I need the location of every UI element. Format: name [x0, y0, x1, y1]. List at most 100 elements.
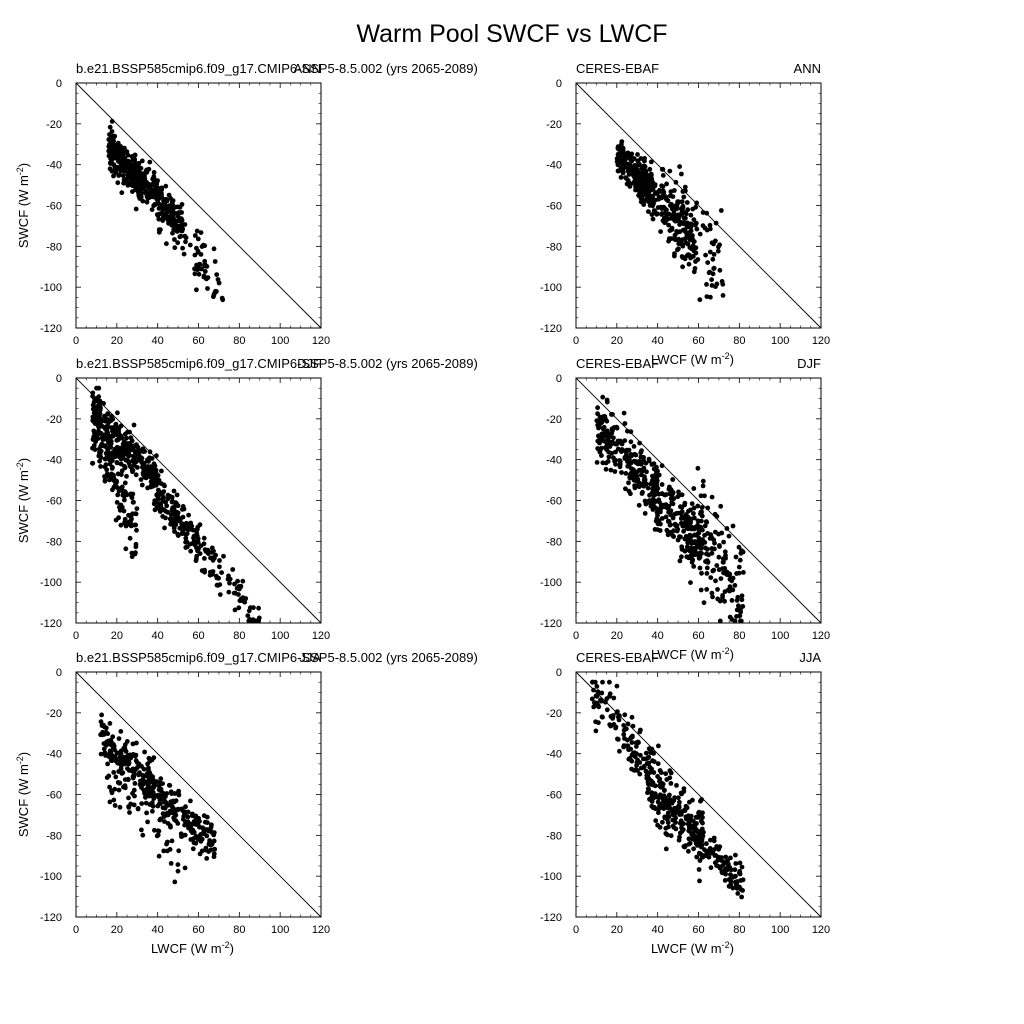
scatter-point [614, 156, 620, 162]
scatter-point [697, 297, 703, 303]
scatter-point [151, 170, 157, 175]
scatter-point [617, 459, 623, 464]
scatter-point [107, 457, 112, 463]
scatter-point [156, 828, 162, 834]
scatter-point [629, 453, 634, 459]
scatter-point [98, 751, 104, 757]
scatter-point [138, 165, 144, 171]
scatter-point [705, 559, 711, 565]
scatter-point [696, 809, 702, 815]
scatter-point [728, 855, 733, 861]
scatter-point [220, 297, 226, 303]
scatter-point [116, 787, 122, 793]
scatter-point [184, 821, 190, 826]
scatter-point [151, 175, 157, 181]
scatter-point [735, 594, 741, 600]
scatter-point [655, 205, 661, 210]
scatter-point [689, 501, 695, 507]
scatter-point [651, 493, 657, 498]
scatter-point [599, 453, 604, 458]
scatter-point [634, 744, 639, 749]
x-tick-label: 20 [111, 924, 123, 936]
scatter-point [710, 256, 716, 262]
scatter-point [681, 194, 687, 200]
scatter-point [221, 553, 226, 559]
scatter-point [698, 509, 704, 515]
scatter-point [197, 851, 203, 857]
scatter-point [634, 760, 640, 766]
scatter-point [680, 523, 686, 529]
scatter-point [130, 511, 135, 517]
scatter-point [194, 287, 199, 293]
scatter-point [236, 605, 242, 611]
scatter-point [103, 451, 109, 456]
scatter-point [122, 516, 128, 522]
scatter-point [127, 535, 133, 541]
scatter-point [114, 485, 120, 490]
scatter-point [651, 479, 656, 485]
scatter-point [209, 830, 215, 835]
scatter-point [619, 470, 624, 475]
scatter-point [158, 227, 163, 233]
scatter-point [109, 134, 114, 139]
x-tick-label: 60 [192, 924, 204, 936]
scatter-point [720, 870, 725, 876]
reference-line [575, 671, 822, 918]
y-tick-label: -120 [40, 912, 62, 924]
scatter-point [635, 476, 641, 482]
scatter-point [122, 465, 128, 471]
scatter-point [157, 793, 163, 799]
scatter-point [126, 453, 131, 459]
scatter-point [691, 239, 697, 244]
scatter-point [150, 473, 156, 479]
scatter-point [107, 124, 113, 130]
scatter-point [135, 806, 141, 811]
scatter-point [91, 419, 97, 425]
scatter-point [603, 466, 609, 472]
scatter-point [124, 473, 129, 479]
x-tick-label: 60 [692, 630, 704, 642]
scatter-point [138, 195, 144, 200]
scatter-point [643, 768, 649, 774]
x-tick-label: 40 [652, 630, 664, 642]
scatter-point [713, 284, 718, 289]
scatter-panel: CERES-EBAF DJF 0 20 40 60 80 100 120 0 -20 -40 -60 -8… [540, 356, 830, 662]
scatter-point [164, 241, 169, 247]
scatter-point [641, 198, 647, 204]
scatter-point [217, 558, 222, 563]
scatter-point [212, 846, 218, 852]
scatter-point [636, 502, 642, 508]
scatter-point [620, 149, 626, 155]
scatter-point [144, 169, 150, 175]
scatter-point [188, 837, 194, 842]
scatter-point [670, 477, 676, 482]
scatter-point [162, 819, 167, 824]
scatter-point [119, 448, 124, 454]
scatter-point [671, 188, 677, 193]
scatter-point [190, 846, 196, 852]
scatter-point [726, 861, 731, 867]
scatter-point [625, 459, 630, 464]
scatter-point [235, 578, 241, 584]
scatter-point [604, 707, 610, 713]
scatter-point [635, 152, 640, 157]
scatter-point [192, 233, 198, 238]
scatter-point [640, 489, 645, 495]
y-tick-label: -60 [46, 790, 62, 802]
scatter-point [685, 241, 691, 247]
scatter-point [711, 265, 717, 271]
scatter-point [118, 522, 124, 528]
scatter-point [196, 271, 202, 277]
scatter-point [629, 740, 635, 745]
scatter-point [647, 492, 652, 498]
scatter-point [643, 181, 649, 187]
scatter-point [737, 871, 743, 877]
scatter-point [739, 548, 744, 553]
scatter-point [714, 563, 720, 568]
scatter-point [699, 518, 704, 524]
scatter-point [140, 776, 146, 782]
scatter-point [697, 858, 703, 863]
scatter-point [211, 851, 217, 857]
scatter-point [649, 178, 655, 184]
scatter-point [146, 459, 151, 464]
